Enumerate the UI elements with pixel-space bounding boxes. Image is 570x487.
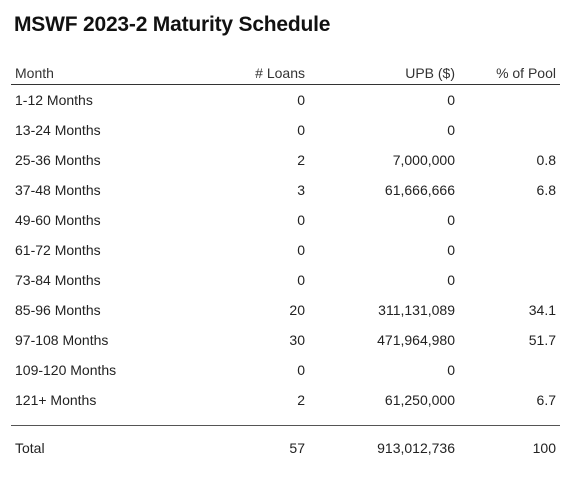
cell-loans: 0 bbox=[297, 362, 305, 378]
cell-pool: 51.7 bbox=[528, 332, 556, 348]
cell-month: 73-84 Months bbox=[15, 272, 101, 288]
total-upb: 913,012,736 bbox=[377, 440, 455, 456]
cell-upb: 61,250,000 bbox=[384, 392, 455, 408]
cell-upb: 0 bbox=[447, 122, 455, 138]
cell-loans: 2 bbox=[297, 392, 305, 408]
cell-loans: 2 bbox=[297, 152, 305, 168]
cell-month: 13-24 Months bbox=[15, 122, 101, 138]
cell-loans: 0 bbox=[297, 272, 305, 288]
cell-pool: 6.7 bbox=[536, 392, 556, 408]
cell-upb: 471,964,980 bbox=[377, 332, 455, 348]
cell-month: 25-36 Months bbox=[15, 152, 101, 168]
cell-loans: 0 bbox=[297, 122, 305, 138]
cell-pool: 6.8 bbox=[536, 182, 556, 198]
column-header-month: Month bbox=[15, 65, 54, 81]
cell-loans: 20 bbox=[289, 302, 305, 318]
table-row: 1-12 Months 0 0 bbox=[11, 85, 560, 115]
total-row: Total 57 913,012,736 100 bbox=[11, 426, 560, 468]
total-loans: 57 bbox=[289, 440, 305, 456]
cell-month: 121+ Months bbox=[15, 392, 97, 408]
maturity-schedule-table: Month # Loans UPB ($) % of Pool 1-12 Mon… bbox=[11, 64, 560, 468]
cell-upb: 0 bbox=[447, 242, 455, 258]
column-header-loans: # Loans bbox=[255, 65, 305, 81]
cell-upb: 0 bbox=[447, 92, 455, 108]
table-row: 25-36 Months 2 7,000,000 0.8 bbox=[11, 145, 560, 175]
cell-loans: 3 bbox=[297, 182, 305, 198]
page-title: MSWF 2023-2 Maturity Schedule bbox=[14, 13, 331, 36]
table-header: Month # Loans UPB ($) % of Pool bbox=[11, 64, 560, 85]
table-row: 49-60 Months 0 0 bbox=[11, 205, 560, 235]
table-spacer bbox=[11, 415, 560, 425]
table-row: 85-96 Months 20 311,131,089 34.1 bbox=[11, 295, 560, 325]
cell-loans: 30 bbox=[289, 332, 305, 348]
cell-month: 49-60 Months bbox=[15, 212, 101, 228]
cell-upb: 0 bbox=[447, 362, 455, 378]
cell-month: 109-120 Months bbox=[15, 362, 117, 378]
cell-upb: 0 bbox=[447, 272, 455, 288]
table-row: 109-120 Months 0 0 bbox=[11, 355, 560, 385]
table-row: 61-72 Months 0 0 bbox=[11, 235, 560, 265]
cell-pool: 34.1 bbox=[528, 302, 556, 318]
table-row: 121+ Months 2 61,250,000 6.7 bbox=[11, 385, 560, 415]
cell-upb: 311,131,089 bbox=[378, 302, 455, 318]
cell-upb: 61,666,666 bbox=[384, 182, 455, 198]
column-header-pool: % of Pool bbox=[496, 65, 556, 81]
cell-month: 97-108 Months bbox=[15, 332, 109, 348]
table-row: 73-84 Months 0 0 bbox=[11, 265, 560, 295]
cell-upb: 7,000,000 bbox=[392, 152, 455, 168]
table-row: 97-108 Months 30 471,964,980 51.7 bbox=[11, 325, 560, 355]
column-header-upb: UPB ($) bbox=[405, 65, 455, 81]
cell-month: 1-12 Months bbox=[15, 92, 93, 108]
total-divider bbox=[11, 425, 560, 426]
cell-loans: 0 bbox=[297, 242, 305, 258]
table-body: 1-12 Months 0 0 13-24 Months 0 0 25-36 Months 2… bbox=[11, 85, 560, 415]
cell-pool: 0.8 bbox=[536, 152, 556, 168]
table-row: 13-24 Months 0 0 bbox=[11, 115, 560, 145]
cell-upb: 0 bbox=[447, 212, 455, 228]
table-row: 37-48 Months 3 61,666,666 6.8 bbox=[11, 175, 560, 205]
cell-loans: 0 bbox=[297, 92, 305, 108]
total-label: Total bbox=[15, 440, 45, 456]
cell-month: 61-72 Months bbox=[15, 242, 101, 258]
cell-month: 37-48 Months bbox=[15, 182, 101, 198]
cell-month: 85-96 Months bbox=[15, 302, 101, 318]
cell-loans: 0 bbox=[297, 212, 305, 228]
total-pool: 100 bbox=[532, 440, 556, 456]
